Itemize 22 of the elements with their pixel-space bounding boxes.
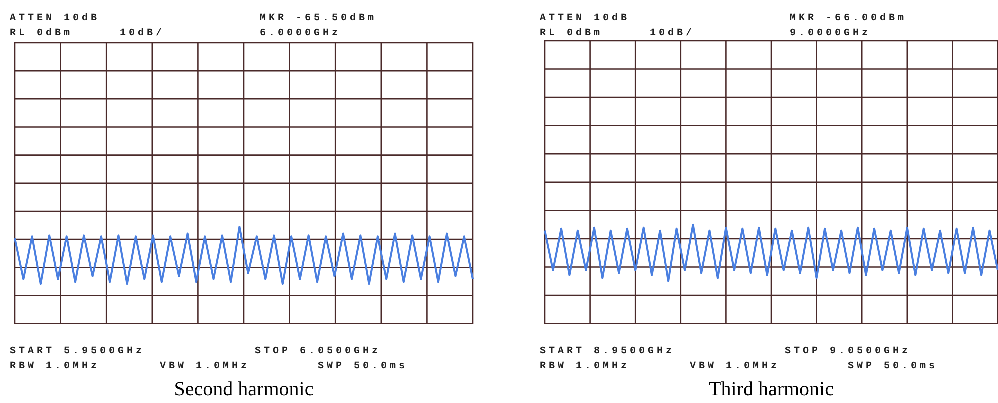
text: SWP 50.0ms: [318, 362, 408, 373]
text: VBW 1.0MHz: [160, 362, 250, 373]
text: START 5.9500GHz: [10, 346, 146, 358]
text: 10dB/: [650, 28, 696, 40]
text: START 8.9500GHz: [540, 346, 676, 358]
text: SWP 50.0ms: [848, 362, 938, 373]
text: 6.0000GHz: [260, 28, 342, 40]
text: Third harmonic: [709, 378, 834, 400]
text: Second harmonic: [174, 378, 314, 400]
text: VBW 1.0MHz: [690, 362, 780, 373]
text: MKR -66.00dBm: [790, 12, 908, 25]
text: STOP 9.0500GHz: [785, 346, 912, 358]
text: ATTEN 10dB: [540, 12, 630, 25]
text: 9.0000GHz: [790, 28, 872, 40]
text: MKR -65.50dBm: [260, 12, 378, 25]
text: STOP 6.0500GHz: [255, 346, 382, 358]
text: RBW 1.0MHz: [540, 362, 630, 373]
text: RL 0dBm: [540, 28, 604, 40]
text: RBW 1.0MHz: [10, 362, 100, 373]
text: ATTEN 10dB: [10, 12, 100, 25]
text: 10dB/: [120, 28, 166, 40]
text: RL 0dBm: [10, 28, 74, 40]
